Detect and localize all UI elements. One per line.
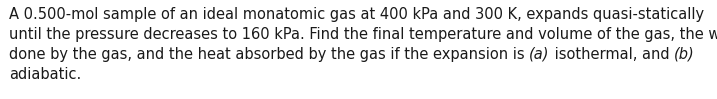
Text: until the pressure decreases to 160 kPa. Find the final temperature and volume o: until the pressure decreases to 160 kPa.… [9, 27, 717, 42]
Text: isothermal, and: isothermal, and [550, 47, 674, 62]
Text: A 0.500-mol sample of an ideal monatomic gas at 400 kPa and 300 K, expands quasi: A 0.500-mol sample of an ideal monatomic… [9, 7, 704, 22]
Text: done by the gas, and the heat absorbed by the gas if the expansion is: done by the gas, and the heat absorbed b… [9, 47, 529, 62]
Text: (b): (b) [674, 47, 695, 62]
Text: (a): (a) [529, 47, 550, 62]
Text: adiabatic.: adiabatic. [9, 67, 81, 82]
